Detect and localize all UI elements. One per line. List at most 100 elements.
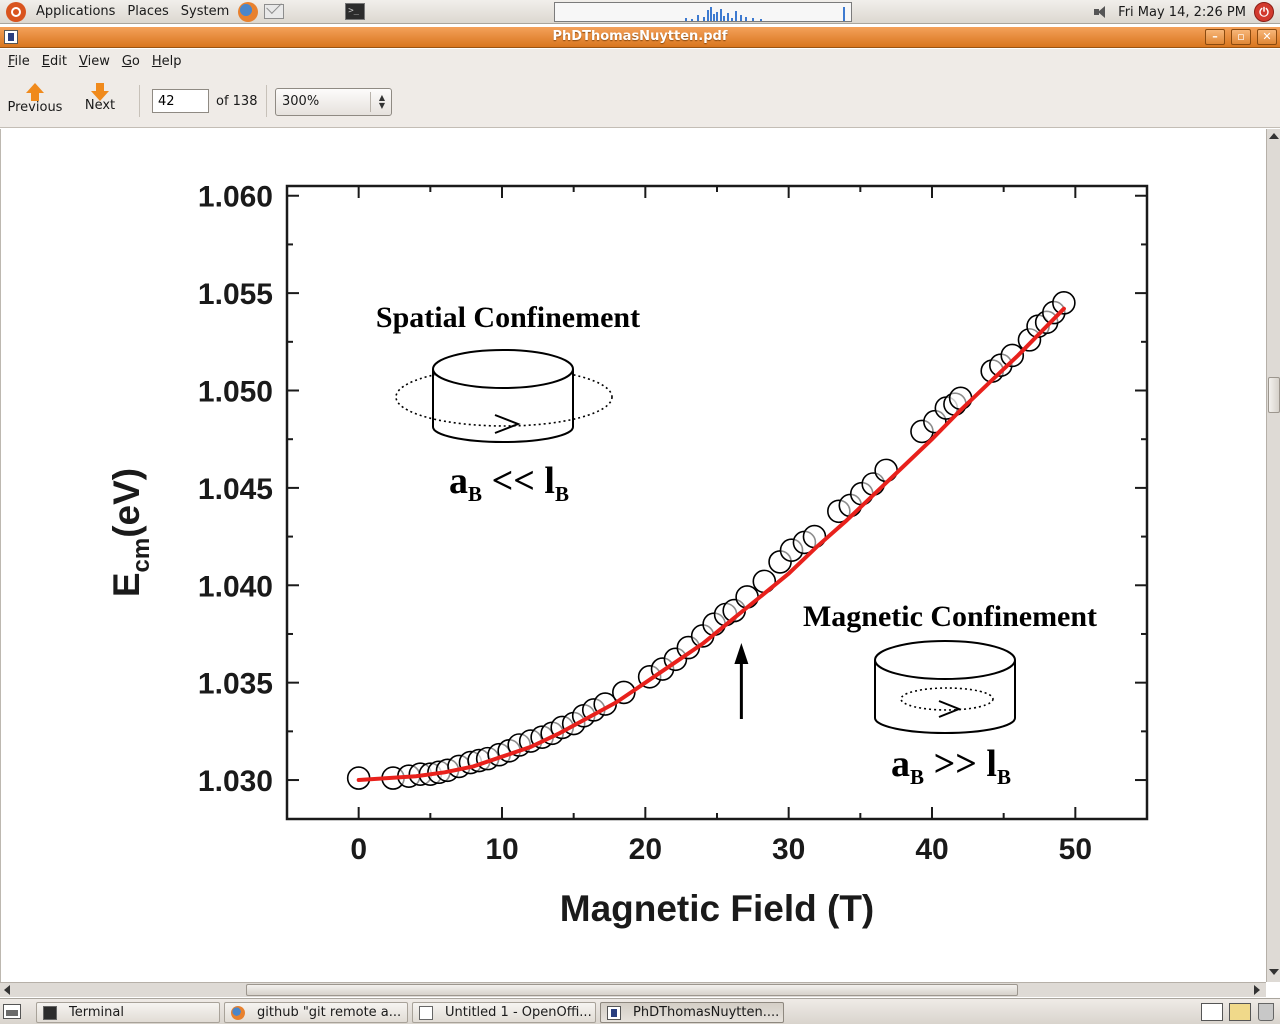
workspace-2[interactable]: [1229, 1003, 1251, 1021]
relation-part: << l: [482, 460, 555, 502]
y-axis-label-unit: (eV): [106, 468, 147, 538]
show-desktop-icon[interactable]: [3, 1004, 21, 1019]
scroll-left-arrow-icon[interactable]: [4, 985, 10, 995]
menu-go[interactable]: Go: [121, 53, 140, 69]
firefox-icon: [231, 1005, 245, 1020]
spatial-relation: aB << lB: [449, 460, 569, 506]
cylinder-top: [874, 640, 1016, 680]
relation-part: a: [449, 460, 468, 502]
task-label: Untitled 1 - OpenOffi...: [445, 1005, 592, 1020]
mail-launcher[interactable]: [263, 2, 285, 22]
x-tick-label: 50: [1059, 833, 1092, 866]
system-menu[interactable]: System: [180, 4, 230, 19]
toolbar-separator: [266, 85, 267, 117]
monitor-bar: [740, 15, 742, 21]
y-tick-label: 1.045: [198, 473, 273, 506]
y-tick-label: 1.035: [198, 668, 273, 701]
monitor-bar: [723, 16, 725, 21]
horizontal-scroll-thumb[interactable]: [246, 984, 1018, 996]
window-menu-icon[interactable]: [4, 30, 18, 44]
y-tick-label: 1.060: [198, 181, 273, 214]
volume-icon[interactable]: [1094, 5, 1112, 19]
task-openoffice[interactable]: Untitled 1 - OpenOffi...: [412, 1002, 596, 1023]
workspace-1[interactable]: [1201, 1003, 1223, 1021]
next-button[interactable]: Next: [76, 79, 124, 125]
horizontal-scrollbar[interactable]: [0, 982, 1266, 997]
monitor-bar: [710, 7, 712, 21]
orbit-arrow: [494, 414, 521, 434]
monitor-bar: [707, 10, 709, 21]
y-tick-label: 1.040: [198, 570, 273, 603]
top-panel: Applications Places System >_ Fri May 14…: [0, 0, 1280, 24]
relation-part: a: [891, 743, 910, 785]
fit-line: [356, 306, 1066, 782]
magnetic-confinement-title: Magnetic Confinement: [803, 600, 1097, 633]
cylinder-body: [874, 660, 1016, 734]
scroll-down-arrow-icon[interactable]: [1269, 969, 1279, 975]
task-pdf-viewer[interactable]: PhDThomasNuytten....: [600, 1002, 784, 1023]
monitor-bar: [735, 11, 737, 21]
applications-menu[interactable]: Applications: [36, 4, 116, 19]
monitor-bar: [760, 19, 762, 21]
system-monitor-applet[interactable]: [554, 2, 852, 22]
window-titlebar[interactable]: PhDThomasNuytten.pdf – ▫ ✕: [0, 27, 1280, 48]
x-tick-label: 40: [915, 833, 948, 866]
terminal-launcher-icon[interactable]: >_: [345, 3, 366, 20]
vertical-scrollbar[interactable]: [1266, 129, 1280, 982]
page-number-input[interactable]: [152, 89, 209, 113]
data-point: [948, 386, 973, 411]
menu-file[interactable]: File: [8, 53, 30, 69]
monitor-bar: [720, 9, 722, 21]
zoom-select[interactable]: 300% ▲ ▼: [275, 88, 392, 116]
task-firefox[interactable]: github "git remote a...: [224, 1002, 408, 1023]
maximize-button[interactable]: ▫: [1231, 29, 1251, 45]
close-button[interactable]: ✕: [1257, 29, 1277, 45]
task-terminal[interactable]: Terminal: [36, 1002, 220, 1023]
previous-label: Previous: [7, 100, 63, 115]
relation-part: B: [468, 482, 482, 506]
minimize-button[interactable]: –: [1205, 29, 1225, 45]
toolbar: Previous Next of 138 300% ▲▼: [0, 73, 1280, 128]
x-tick-label: 10: [485, 833, 518, 866]
previous-button[interactable]: Previous: [6, 79, 64, 125]
magnetic-cylinder-diagram: [874, 640, 1016, 734]
power-icon[interactable]: ⏻: [1254, 2, 1274, 22]
data-point: [612, 680, 636, 705]
spatial-confinement-title: Spatial Confinement: [376, 301, 640, 334]
places-menu[interactable]: Places: [127, 4, 169, 19]
terminal-icon: [43, 1005, 57, 1020]
scroll-up-arrow-icon[interactable]: [1269, 133, 1279, 139]
monitor-bar: [731, 18, 733, 21]
zoom-value: 300%: [282, 94, 320, 109]
clock[interactable]: Fri May 14, 2:26 PM: [1118, 4, 1246, 20]
data-point: [1000, 343, 1025, 368]
relation-part: >> l: [924, 743, 997, 785]
monitor-bar: [745, 17, 747, 21]
monitor-bar: [697, 15, 699, 21]
x-axis-label: Magnetic Field (T): [560, 888, 875, 929]
field-arrow-head: [734, 643, 749, 664]
plot-frame: [285, 184, 1149, 821]
vertical-scroll-thumb[interactable]: [1268, 377, 1280, 413]
menu-view[interactable]: View: [78, 53, 110, 69]
bottom-panel: Terminal github "git remote a... Untitle…: [0, 998, 1280, 1024]
ubuntu-logo-icon[interactable]: [6, 1, 26, 22]
task-label: PhDThomasNuytten....: [633, 1005, 780, 1020]
task-label: github "git remote a...: [257, 1005, 402, 1020]
system-tray: Fri May 14, 2:26 PM ⏻: [1094, 0, 1274, 24]
firefox-launcher[interactable]: [237, 1, 259, 22]
menu-help[interactable]: Help: [151, 53, 182, 69]
trash-icon[interactable]: [1258, 1003, 1274, 1021]
relation-part: B: [910, 765, 924, 789]
menu-edit[interactable]: Edit: [41, 53, 67, 69]
document-view[interactable]: 0 10 20 30 40 50 1.030 1.035 1.040 1.045 1.050 1.05…: [0, 129, 1266, 982]
cylinder-body: [432, 369, 574, 443]
monitor-bar: [691, 19, 693, 21]
arrow-up-icon: [26, 83, 44, 101]
scroll-right-arrow-icon[interactable]: [1254, 985, 1260, 995]
y-axis-label-sub: cm: [128, 538, 155, 573]
monitor-bar: [703, 17, 705, 21]
magnetic-relation: aB >> lB: [891, 743, 1011, 789]
y-tick-label: 1.030: [198, 765, 273, 798]
y-axis-label: Ecm(eV): [106, 468, 155, 597]
